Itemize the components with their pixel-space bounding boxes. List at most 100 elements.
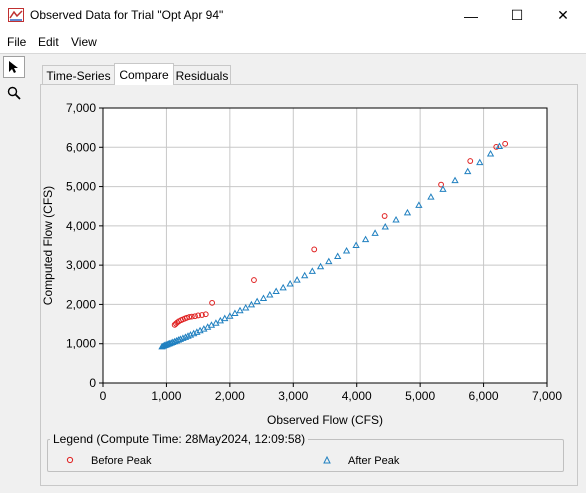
tab-compare[interactable]: Compare — [114, 63, 174, 85]
before-peak-point — [192, 313, 198, 320]
y-tick-label: 5,000 — [66, 180, 96, 194]
window-title: Observed Data for Trial "Opt Apr 94" — [30, 8, 224, 22]
zoom-tool-button[interactable] — [3, 82, 25, 104]
plot-area — [103, 108, 547, 383]
legend-after-peak-label: After Peak — [348, 455, 400, 467]
after-peak-point — [266, 290, 274, 298]
after-peak-point — [301, 271, 309, 279]
y-tick-label: 0 — [89, 376, 96, 390]
after-peak-point — [226, 312, 234, 319]
y-tick-label: 7,000 — [66, 101, 96, 115]
after-peak-point — [342, 246, 351, 254]
after-peak-point — [259, 294, 268, 302]
after-peak-point — [427, 193, 435, 200]
after-peak-point — [221, 314, 229, 322]
after-peak-point — [253, 297, 261, 305]
after-peak-point — [308, 267, 316, 274]
before-peak-point — [186, 314, 193, 320]
close-icon: ✕ — [557, 7, 569, 23]
before-peak-point — [502, 140, 509, 147]
x-tick-label: 6,000 — [469, 389, 499, 403]
tool-strip — [0, 54, 30, 493]
after-peak-point — [334, 252, 342, 259]
y-tick-label: 6,000 — [66, 140, 96, 154]
tab-label: Compare — [119, 67, 169, 82]
x-tick-label: 2,000 — [215, 389, 245, 403]
after-peak-point — [361, 235, 370, 243]
maximize-icon: ☐ — [510, 7, 524, 23]
x-tick-label: 4,000 — [342, 389, 372, 403]
before-peak-point — [493, 143, 500, 150]
after-peak-point — [184, 332, 192, 339]
x-tick-label: 0 — [100, 389, 107, 403]
menu-file[interactable]: File — [7, 35, 27, 49]
tab-label: Time-Series — [46, 68, 111, 83]
after-peak-point — [381, 223, 389, 230]
before-peak-point — [467, 158, 474, 164]
app-icon — [8, 8, 24, 22]
after-peak-point — [403, 208, 412, 216]
menu-edit[interactable]: Edit — [38, 35, 59, 49]
y-axis-label: Computed Flow (CFS) — [41, 186, 55, 305]
x-tick-label: 7,000 — [532, 389, 562, 403]
before-peak-point — [199, 312, 205, 318]
after-peak-point — [242, 303, 250, 311]
before-peak-point — [381, 213, 388, 219]
after-peak-point — [272, 287, 280, 294]
zoom-magnifier-icon — [7, 86, 21, 100]
title-bar: Observed Data for Trial "Opt Apr 94" — ☐… — [0, 0, 586, 31]
before-peak-point — [209, 299, 215, 306]
tab-label: Residuals — [175, 68, 229, 83]
legend-before-peak-marker — [66, 456, 74, 464]
after-peak-point — [181, 333, 190, 340]
plot-frame — [102, 107, 548, 384]
after-peak-point — [286, 279, 294, 287]
tab-time-series[interactable]: Time-Series — [42, 65, 115, 85]
pointer-tool-button[interactable] — [3, 56, 25, 78]
menu-view[interactable]: View — [71, 35, 97, 49]
after-peak-point — [392, 215, 400, 223]
minimize-button[interactable]: — — [448, 0, 494, 31]
before-peak-point — [202, 311, 209, 318]
x-tick-label: 3,000 — [278, 389, 308, 403]
after-peak-point — [476, 158, 484, 166]
close-button[interactable]: ✕ — [540, 0, 586, 31]
before-peak-point — [438, 181, 444, 188]
pointer-arrow-icon — [9, 61, 18, 73]
after-peak-point — [174, 336, 183, 343]
after-peak-point — [325, 257, 333, 265]
after-peak-point — [293, 276, 301, 283]
minimize-icon: — — [464, 7, 478, 24]
after-peak-point — [415, 201, 423, 208]
maximize-button[interactable]: ☐ — [494, 0, 540, 31]
tab-residuals[interactable]: Residuals — [173, 65, 231, 85]
after-peak-point — [316, 262, 325, 270]
before-peak-point — [183, 314, 190, 321]
y-tick-label: 4,000 — [66, 219, 96, 233]
after-peak-point — [176, 335, 185, 342]
after-peak-point — [247, 300, 256, 308]
x-tick-label: 1,000 — [151, 389, 181, 403]
before-peak-point — [188, 313, 195, 320]
after-peak-point — [464, 167, 472, 175]
y-tick-label: 1,000 — [66, 337, 96, 351]
after-peak-point — [451, 176, 459, 184]
after-peak-point — [231, 309, 239, 316]
x-tick-label: 5,000 — [405, 389, 435, 403]
y-tick-label: 2,000 — [66, 297, 96, 311]
x-axis-label: Observed Flow (CFS) — [267, 413, 383, 427]
before-peak-point — [195, 312, 202, 319]
after-peak-point — [279, 283, 287, 291]
before-peak-point — [311, 246, 318, 253]
legend-title: Legend (Compute Time: 28May2024, 12:09:5… — [50, 432, 309, 446]
after-peak-point — [179, 334, 187, 341]
after-peak-point — [486, 149, 495, 157]
legend-before-peak-label: Before Peak — [91, 455, 152, 467]
after-peak-point — [236, 306, 244, 314]
after-peak-point — [495, 142, 504, 149]
after-peak-point — [439, 185, 447, 192]
after-peak-point — [352, 241, 360, 248]
menu-bar: File Edit View — [0, 31, 586, 54]
after-peak-point — [371, 229, 379, 236]
y-tick-label: 3,000 — [66, 258, 96, 272]
